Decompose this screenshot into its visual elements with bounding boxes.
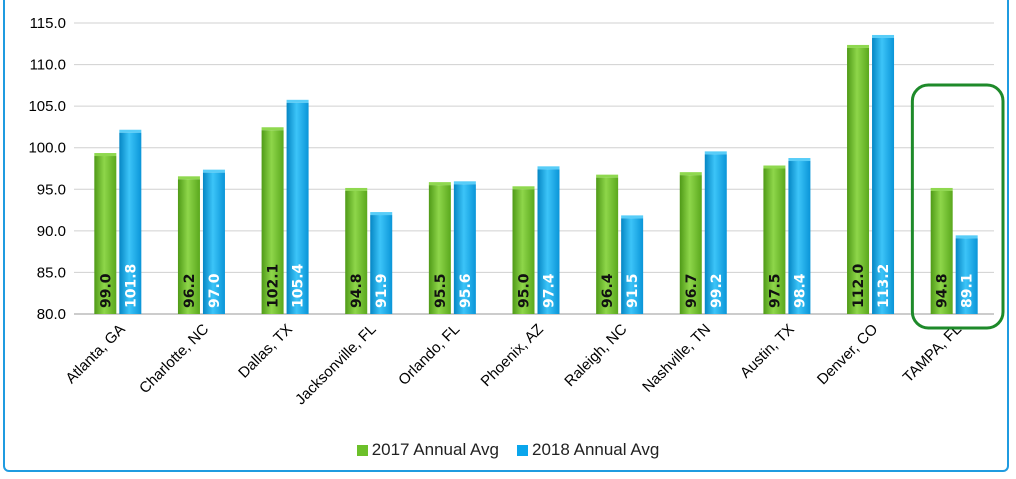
bar-2018 bbox=[621, 218, 644, 314]
bar-cap bbox=[370, 212, 393, 216]
bar-cap bbox=[788, 158, 811, 162]
bar-2018 bbox=[537, 169, 560, 314]
legend-item-2017: 2017 Annual Avg bbox=[356, 440, 499, 460]
data-label: 113.2 bbox=[876, 264, 892, 308]
data-label: 102.1 bbox=[266, 264, 282, 308]
bar-cap bbox=[955, 235, 978, 239]
legend-label-2018: 2018 Annual Avg bbox=[532, 440, 660, 459]
bar-2018 bbox=[704, 154, 727, 314]
legend-label-2017: 2017 Annual Avg bbox=[371, 440, 499, 459]
bar-cap bbox=[261, 127, 284, 131]
bar-2017 bbox=[177, 179, 200, 314]
data-label: 97.5 bbox=[767, 273, 783, 308]
data-label: 98.4 bbox=[792, 273, 808, 308]
x-category-label: Raleigh, NC bbox=[561, 321, 630, 390]
x-category-label: Orlando, FL bbox=[395, 321, 463, 389]
data-label: 96.4 bbox=[600, 273, 616, 308]
x-category-label: Denver, CO bbox=[814, 321, 881, 388]
x-category-label: Dallas, TX bbox=[235, 321, 296, 382]
bar-cap bbox=[872, 34, 895, 38]
legend-swatch-2018 bbox=[517, 444, 528, 456]
x-category-label: Austin, TX bbox=[737, 321, 798, 382]
y-tick-label: 95.0 bbox=[37, 181, 66, 198]
y-tick-label: 110.0 bbox=[30, 57, 66, 74]
bar-2017 bbox=[345, 190, 368, 314]
y-tick-label: 80.0 bbox=[37, 306, 66, 323]
bar-2017 bbox=[763, 168, 786, 314]
bar-cap bbox=[512, 186, 535, 190]
bar-cap bbox=[704, 151, 727, 155]
bar-2018 bbox=[453, 184, 476, 314]
highlight-box bbox=[910, 83, 1005, 330]
data-label: 89.1 bbox=[960, 273, 976, 308]
bar-2018 bbox=[788, 161, 811, 314]
bar-2017 bbox=[679, 175, 702, 314]
bar-2018 bbox=[872, 37, 895, 315]
data-label: 96.7 bbox=[684, 273, 700, 308]
x-category-label: Atlanta, GA bbox=[62, 321, 128, 387]
bar-2017 bbox=[930, 190, 953, 314]
data-label: 95.0 bbox=[517, 273, 533, 308]
data-label: 95.5 bbox=[433, 273, 449, 308]
bar-2017 bbox=[847, 47, 870, 314]
data-label: 94.8 bbox=[935, 273, 951, 308]
bar-2018 bbox=[119, 132, 142, 314]
data-label: 105.4 bbox=[291, 263, 307, 308]
bar-cap bbox=[763, 165, 786, 169]
data-label: 95.6 bbox=[458, 273, 474, 308]
y-tick-label: 105.0 bbox=[28, 98, 66, 115]
legend-swatch-2017 bbox=[356, 444, 368, 456]
bar-2018 bbox=[370, 215, 393, 314]
y-tick-label: 90.0 bbox=[37, 223, 66, 240]
y-tick-label: 85.0 bbox=[37, 264, 66, 281]
bar-cap bbox=[345, 187, 368, 191]
bar-cap bbox=[428, 182, 451, 186]
x-category-label: TAMPA, FL bbox=[900, 321, 965, 386]
bar-cap bbox=[537, 166, 560, 170]
data-label: 97.4 bbox=[542, 273, 558, 308]
bar-2017 bbox=[512, 189, 535, 314]
bar-cap bbox=[119, 129, 142, 133]
data-label: 94.8 bbox=[349, 273, 365, 308]
bar-cap bbox=[177, 176, 200, 180]
data-label: 101.8 bbox=[123, 264, 139, 308]
data-label: 91.9 bbox=[374, 273, 390, 308]
legend-item-2018: 2018 Annual Avg bbox=[517, 440, 659, 460]
bar-2018 bbox=[202, 172, 225, 314]
data-label: 99.0 bbox=[98, 273, 114, 308]
data-label: 97.0 bbox=[207, 273, 223, 308]
bar-cap bbox=[453, 181, 476, 185]
bar-cap bbox=[202, 169, 225, 173]
x-category-label: Jacksonville, FL bbox=[292, 321, 379, 408]
bar-cap bbox=[847, 44, 870, 48]
data-label: 112.0 bbox=[851, 263, 867, 308]
x-category-label: Phoenix, AZ bbox=[478, 321, 547, 390]
bar-cap bbox=[930, 187, 953, 191]
bar-2017 bbox=[596, 177, 619, 314]
data-label: 91.5 bbox=[625, 273, 641, 308]
bar-cap bbox=[94, 153, 117, 157]
chart-frame bbox=[3, 0, 1009, 472]
bar-chart: 80.0 85.0 90.0 95.0 100.0 105.0 110.0 115.0 99.0… bbox=[28, 15, 1005, 408]
bar-cap bbox=[621, 215, 644, 219]
bar-2017 bbox=[428, 185, 451, 314]
y-tick-label: 115.0 bbox=[30, 15, 66, 32]
bar-2017 bbox=[261, 130, 284, 314]
bar-cap bbox=[679, 172, 702, 176]
bar-cap bbox=[286, 99, 309, 103]
data-label: 99.2 bbox=[709, 273, 725, 308]
x-category-label: Nashville, TN bbox=[639, 321, 714, 396]
data-label: 96.2 bbox=[182, 273, 198, 308]
bar-2017 bbox=[94, 156, 117, 314]
bar-cap bbox=[596, 174, 619, 178]
bar-2018 bbox=[955, 238, 978, 314]
bar-2018 bbox=[286, 102, 309, 315]
legend: 2017 Annual Avg 2018 Annual Avg bbox=[0, 438, 1016, 462]
y-tick-label: 100.0 bbox=[28, 140, 66, 157]
x-category-label: Charlotte, NC bbox=[136, 321, 212, 397]
